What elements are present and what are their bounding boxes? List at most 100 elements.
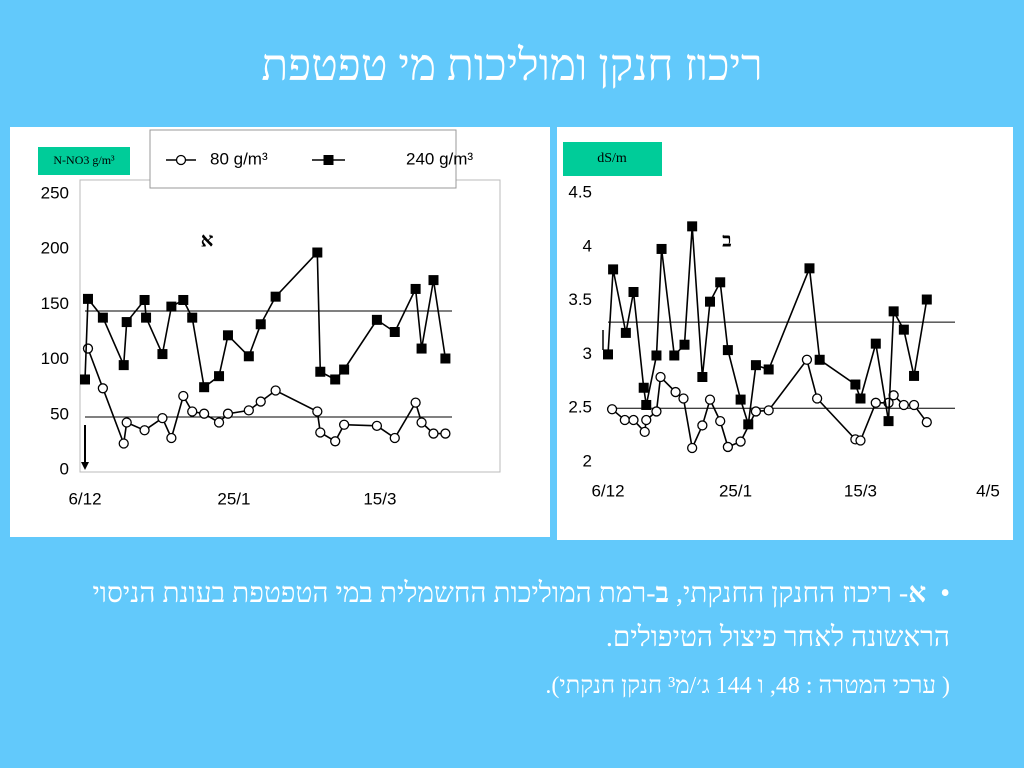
marker: [338, 419, 350, 430]
legend-label: 240 g/m³: [406, 149, 473, 168]
x-tick-label: 25/1: [719, 481, 752, 500]
marker: [440, 428, 451, 439]
marker: [178, 294, 189, 305]
marker: [608, 264, 619, 275]
marker: [389, 327, 400, 337]
marker: [651, 406, 662, 417]
marker: [750, 406, 762, 417]
bullet-text: - ריכוז החנקן החנקתי,: [669, 578, 909, 609]
marker: [440, 353, 451, 364]
marker: [187, 312, 198, 323]
marker: [898, 324, 909, 335]
marker: [187, 406, 198, 417]
bullet-letter: א: [908, 578, 927, 609]
marker: [908, 399, 920, 411]
marker: [670, 386, 681, 398]
marker: [921, 417, 932, 428]
marker: [97, 312, 108, 323]
marker: [850, 379, 861, 390]
marker: [750, 360, 761, 371]
legend-marker: [323, 155, 334, 165]
marker: [410, 397, 421, 408]
marker: [801, 354, 813, 365]
marker: [619, 414, 630, 426]
marker: [804, 263, 815, 274]
marker: [330, 436, 341, 447]
marker: [428, 275, 439, 286]
marker: [166, 301, 177, 312]
marker: [199, 382, 210, 393]
marker: [315, 366, 326, 377]
marker: [715, 415, 726, 427]
marker: [315, 427, 326, 438]
marker: [222, 330, 233, 341]
marker: [118, 360, 129, 371]
marker: [330, 374, 341, 385]
x-tick-label: 4/5: [976, 481, 1000, 500]
panel-a: [10, 127, 550, 537]
x-tick-label: 6/12: [591, 481, 624, 500]
y-tick-label: 0: [60, 459, 69, 478]
marker: [628, 414, 639, 426]
marker: [735, 394, 746, 405]
marker: [855, 435, 866, 446]
marker: [416, 417, 427, 428]
marker: [428, 428, 439, 439]
marker: [722, 441, 734, 453]
marker: [121, 417, 132, 428]
x-tick-label: 15/3: [363, 489, 396, 508]
marker: [697, 420, 708, 431]
marker: [763, 405, 774, 416]
y-tick-label: 150: [41, 294, 69, 313]
marker: [697, 371, 708, 382]
marker: [603, 349, 613, 360]
x-tick-label: 6/12: [68, 489, 101, 508]
marker: [389, 432, 400, 444]
bullet-line: • א- ריכוז החנקן החנקתי, ב-רמת המוליכות …: [92, 578, 950, 653]
marker: [628, 286, 639, 297]
marker: [121, 317, 132, 328]
marker: [715, 277, 726, 288]
marker: [243, 351, 254, 362]
y-tick-label: 4: [583, 236, 592, 255]
marker: [80, 374, 90, 385]
marker: [722, 345, 733, 356]
marker: [222, 408, 234, 419]
marker: [620, 327, 631, 338]
y-tick-label: 2.5: [568, 398, 592, 417]
x-tick-label: 15/3: [844, 481, 877, 500]
marker: [651, 350, 662, 361]
marker: [371, 420, 383, 431]
ylabel-box: [563, 142, 662, 176]
y-tick-label: 50: [50, 404, 69, 423]
marker: [921, 294, 932, 305]
marker: [371, 314, 382, 325]
marker: [855, 393, 866, 404]
marker: [656, 243, 667, 254]
marker: [82, 343, 94, 354]
marker: [705, 296, 716, 307]
bullet-letter: ב: [655, 578, 670, 609]
marker: [888, 306, 899, 317]
marker: [118, 438, 129, 449]
y-tick-label: 3.5: [568, 290, 592, 309]
marker: [743, 419, 754, 430]
bullet-text: -רמת המוליכות החשמלית במי הטפטפת בעונת ה…: [92, 578, 950, 653]
marker: [214, 371, 225, 382]
marker: [679, 339, 690, 350]
marker: [178, 390, 189, 402]
marker: [82, 293, 93, 304]
marker: [641, 399, 652, 410]
annotation: א: [201, 230, 214, 252]
marker: [870, 397, 881, 408]
y-axis-label: dS/m: [597, 151, 627, 166]
panel-b: [557, 127, 1013, 540]
marker: [312, 247, 323, 258]
axis-arrow-head: [81, 462, 89, 470]
marker: [704, 394, 716, 405]
marker: [198, 408, 210, 419]
marker: [312, 406, 323, 417]
marker: [606, 404, 618, 415]
